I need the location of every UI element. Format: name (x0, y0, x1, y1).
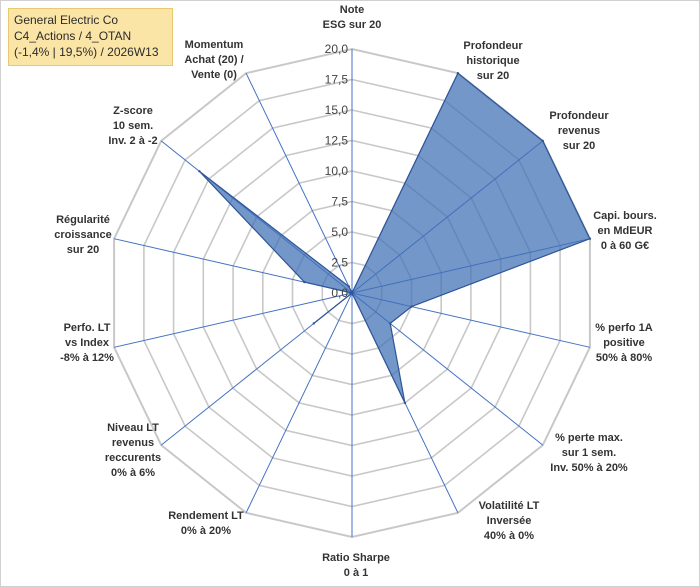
data-point-3 (588, 237, 592, 240)
axis-label-4-line-0: % perfo 1A (595, 322, 653, 334)
tick-label-7: 17,5 (325, 73, 349, 87)
axis-label-11-line-2: sur 20 (67, 244, 99, 256)
axis-label-5-line-1: sur 1 sem. (562, 447, 616, 459)
data-point-2 (541, 139, 544, 143)
axis-label-11: Régularité croissance sur 20 (54, 214, 111, 256)
axis-label-1-line-1: historique (466, 55, 519, 67)
axis-label-9-line-2: reccurents (105, 452, 161, 464)
axis-label-3-line-0: Capi. bours. (593, 210, 657, 222)
axis-label-7-line-0: Ratio Sharpe (322, 552, 390, 564)
axis-label-1-line-0: Profondeur (463, 40, 523, 52)
axis-spoke-13 (245, 72, 353, 294)
axis-label-3: Capi. bours. en MdEUR 0 à 60 G€ (593, 210, 657, 252)
data-point-4 (410, 305, 413, 308)
axis-label-9: Niveau LT revenus reccurents 0% à 6% (105, 422, 161, 479)
axis-label-12: Z-score 10 sem. Inv. 2 à -2 (108, 105, 157, 147)
axis-label-2-line-1: revenus (558, 125, 600, 137)
data-point-12 (198, 170, 201, 173)
axis-label-5-line-2: Inv. 50% à 20% (550, 462, 628, 474)
axis-label-0-line-0: Note (340, 4, 364, 16)
axis-label-2-line-0: Profondeur (549, 110, 609, 122)
axis-label-6: Volatilité LT Inversée 40% à 0% (479, 500, 540, 542)
title-line-company: General Electric Co (14, 13, 119, 27)
series-area (198, 72, 592, 405)
axis-label-12-line-2: Inv. 2 à -2 (108, 135, 157, 147)
tick-label-6: 15,0 (325, 103, 349, 117)
axis-label-6-line-0: Volatilité LT (479, 500, 540, 512)
data-point-11 (303, 280, 306, 284)
axis-label-5-line-0: % perte max. (555, 432, 623, 444)
data-point-9 (312, 322, 315, 325)
tick-label-2: 5,0 (331, 225, 348, 239)
data-point-5 (389, 322, 392, 325)
data-point-13 (347, 285, 350, 288)
axis-label-12-line-1: 10 sem. (113, 120, 153, 132)
axis-label-5: % perte max. sur 1 sem. Inv. 50% à 20% (550, 432, 628, 474)
tick-label-1: 2,5 (331, 256, 348, 270)
axis-label-7-line-1: 0 à 1 (344, 567, 368, 579)
axis-label-9-line-1: revenus (112, 437, 154, 449)
data-point-1 (456, 72, 460, 75)
axis-label-8-line-0: Rendement LT (168, 510, 244, 522)
axis-label-4-line-1: positive (603, 337, 645, 349)
tick-label-4: 10,0 (325, 164, 349, 178)
title-box: General Electric Co C4_Actions / 4_OTAN … (8, 8, 173, 66)
axis-label-9-line-0: Niveau LT (107, 422, 159, 434)
tick-label-3: 7,5 (331, 195, 348, 209)
axis-label-0-line-1: ESG sur 20 (323, 19, 382, 31)
axis-label-7: Ratio Sharpe 0 à 1 (322, 552, 390, 579)
axis-label-0: Note ESG sur 20 (323, 4, 382, 31)
axis-spoke-8 (245, 292, 353, 514)
axis-label-10-line-0: Perfo. LT (64, 322, 111, 334)
axis-label-10-line-1: vs Index (65, 337, 110, 349)
title-line-category: C4_Actions / 4_OTAN (14, 29, 132, 43)
axis-label-13-line-1: Achat (20) / (184, 54, 243, 66)
axis-labels: Note ESG sur 20 Profondeur historique sur 20… (54, 4, 657, 579)
axis-label-1: Profondeur historique sur 20 (463, 40, 523, 82)
tick-label-8: 20,0 (325, 42, 349, 56)
axis-label-13-line-2: Vente (0) (191, 69, 237, 81)
axis-label-12-line-0: Z-score (113, 105, 153, 117)
axis-label-11-line-0: Régularité (56, 214, 110, 226)
tick-label-5: 12,5 (325, 134, 349, 148)
data-point-10 (350, 291, 354, 295)
series-area-0 (198, 72, 591, 404)
axis-label-3-line-2: 0 à 60 G€ (601, 240, 649, 252)
axis-label-3-line-1: en MdEUR (598, 225, 653, 237)
axis-label-1-line-2: sur 20 (477, 70, 509, 82)
axis-label-8: Rendement LT 0% à 20% (168, 510, 244, 537)
data-point-6 (403, 401, 407, 405)
tick-label-0: 0,0 (331, 286, 348, 300)
axis-label-11-line-1: croissance (54, 229, 111, 241)
axis-spoke-10 (113, 292, 353, 348)
axis-label-9-line-3: 0% à 6% (111, 467, 155, 479)
axis-label-10: Perfo. LT vs Index -8% à 12% (60, 322, 114, 364)
axis-label-4-line-2: 50% à 80% (596, 352, 652, 364)
axis-label-10-line-2: -8% à 12% (60, 352, 114, 364)
axis-label-4: % perfo 1A positive 50% à 80% (595, 322, 653, 364)
axis-label-2: Profondeur revenus sur 20 (549, 110, 609, 152)
radial-tick-labels: 0,0 2,5 5,0 7,5 10,0 12,5 15,0 17,5 20,0 (325, 42, 349, 300)
axis-label-6-line-2: 40% à 0% (484, 530, 534, 542)
axis-label-13-line-0: Momentum (185, 39, 244, 51)
axis-label-2-line-2: sur 20 (563, 140, 595, 152)
axis-label-8-line-1: 0% à 20% (181, 525, 231, 537)
axis-label-13: Momentum Achat (20) / Vente (0) (184, 39, 243, 81)
title-line-stats: (-1,4% | 19,5%) / 2026W13 (14, 45, 159, 59)
axis-label-6-line-1: Inversée (487, 515, 532, 527)
